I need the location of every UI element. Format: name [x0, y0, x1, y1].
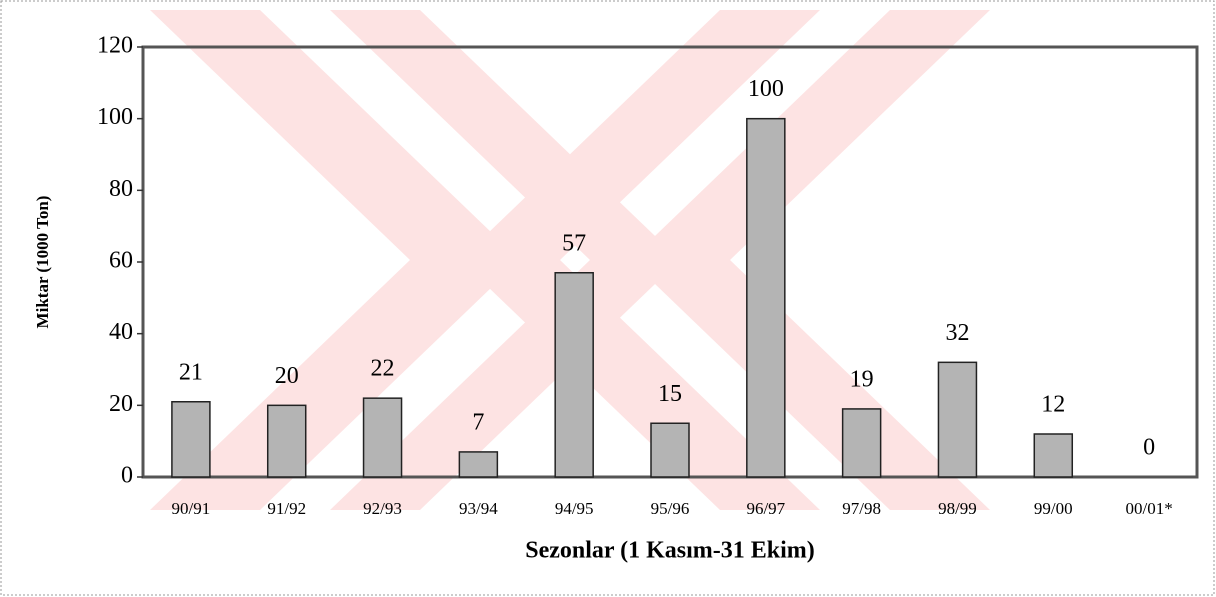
data-label: 32: [945, 320, 969, 346]
x-axis-title: Sezonlar (1 Kasım-31 Ekim): [525, 538, 815, 564]
x-tick-label: 94/95: [555, 499, 594, 518]
data-label: 57: [562, 230, 586, 256]
y-tick-label: 0: [121, 463, 133, 489]
bar: [1033, 433, 1074, 478]
bar: [171, 401, 211, 478]
bar: [937, 361, 978, 478]
x-tick-label: 92/93: [363, 499, 402, 518]
x-tick-label: 96/97: [746, 499, 785, 518]
data-label: 20: [275, 363, 299, 389]
x-tick-label: 93/94: [459, 499, 498, 518]
x-tick-label: 99/00: [1034, 499, 1073, 518]
y-axis-title: Miktar (1000 Ton): [33, 196, 52, 329]
bar: [650, 422, 690, 478]
data-label: 21: [179, 359, 203, 385]
x-tick-label: 91/92: [267, 499, 306, 518]
bar: [458, 451, 499, 478]
x-tick-label: 97/98: [842, 499, 881, 518]
data-label: 22: [371, 356, 395, 382]
y-tick-label: 20: [109, 391, 133, 417]
y-tick-label: 80: [109, 176, 133, 202]
x-tick-label: 90/91: [172, 499, 211, 518]
data-label: 0: [1143, 435, 1155, 461]
x-tick-label: 98/99: [938, 499, 977, 518]
bar: [746, 117, 786, 478]
data-label: 12: [1041, 392, 1065, 418]
y-tick-label: 120: [97, 33, 133, 59]
bar: [554, 272, 594, 478]
y-tick-label: 100: [97, 104, 133, 130]
data-label: 19: [850, 366, 874, 392]
x-tick-label: 95/96: [651, 499, 690, 518]
y-tick-label: 40: [109, 319, 133, 345]
bar: [362, 397, 403, 478]
x-tick-label: 00/01*: [1125, 499, 1172, 518]
y-tick-label: 60: [109, 248, 133, 274]
watermark: [150, 10, 990, 510]
data-label: 15: [658, 381, 682, 407]
bar: [266, 404, 307, 478]
bar: [841, 408, 882, 478]
data-label: 100: [748, 76, 784, 102]
data-label: 7: [472, 409, 484, 435]
